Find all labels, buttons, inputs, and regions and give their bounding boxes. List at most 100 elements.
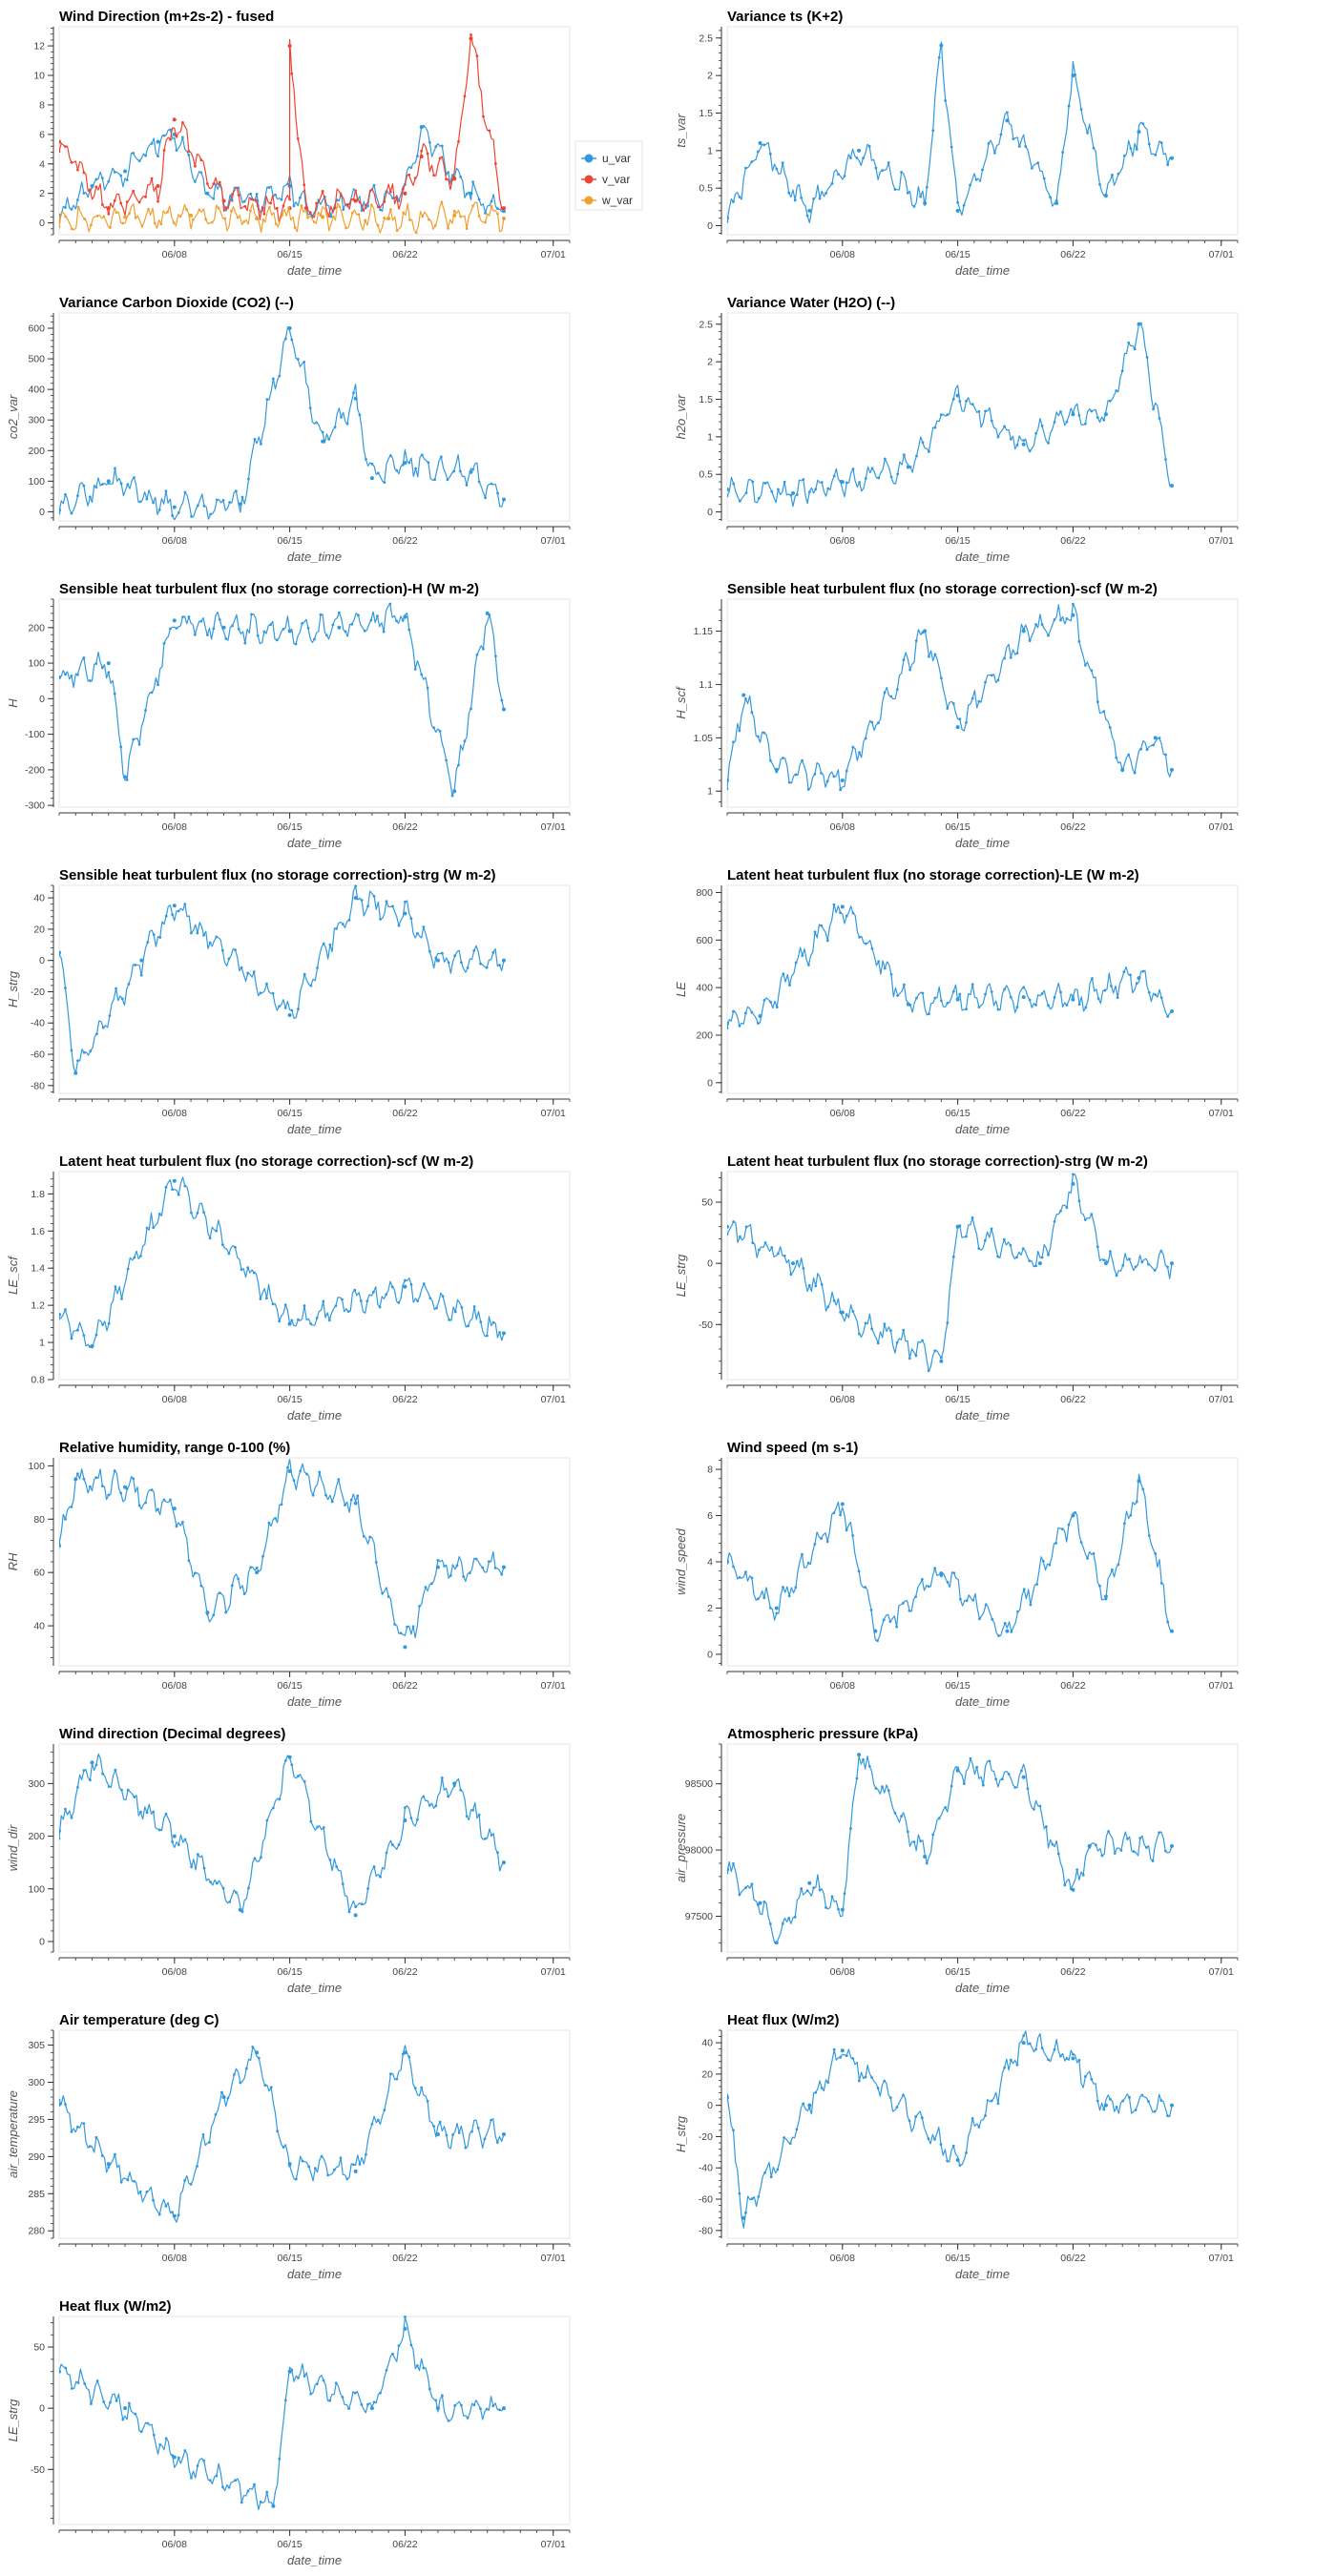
x-tick-label: 06/08 bbox=[162, 535, 187, 547]
y-tick-label: 0 bbox=[707, 507, 713, 518]
data-point bbox=[346, 1310, 350, 1314]
data-point bbox=[321, 439, 325, 444]
data-point bbox=[381, 1591, 385, 1595]
data-point bbox=[1083, 1218, 1087, 1221]
x-axis-label: date_time bbox=[955, 1981, 1010, 1995]
data-point bbox=[450, 794, 454, 798]
y-tick-label: -100 bbox=[25, 729, 45, 740]
data-point bbox=[774, 1941, 779, 1945]
data-point bbox=[751, 1241, 755, 1245]
data-point bbox=[435, 1565, 440, 1569]
data-point bbox=[1077, 1199, 1081, 1203]
data-point bbox=[146, 941, 150, 945]
data-point bbox=[434, 2399, 438, 2402]
data-point bbox=[157, 199, 159, 203]
data-point bbox=[459, 1788, 463, 1792]
data-point bbox=[88, 2145, 92, 2149]
data-point bbox=[469, 469, 473, 474]
data-point bbox=[501, 2132, 506, 2136]
data-point bbox=[287, 1321, 292, 1326]
data-point bbox=[984, 1603, 988, 1607]
data-point bbox=[255, 193, 259, 196]
x-axis-label: date_time bbox=[955, 1694, 1010, 1709]
data-point bbox=[923, 1855, 928, 1859]
chart-panel-15: Air temperature (deg C) 280 285 290 295 300 30… bbox=[0, 2004, 668, 2290]
data-point bbox=[889, 972, 893, 976]
data-point bbox=[965, 1235, 968, 1238]
data-point bbox=[855, 156, 859, 159]
data-point bbox=[459, 175, 463, 178]
data-point bbox=[1005, 111, 1009, 114]
data-point bbox=[1116, 996, 1119, 1000]
data-point bbox=[777, 1252, 780, 1256]
data-point bbox=[1145, 356, 1149, 359]
data-point bbox=[332, 2168, 336, 2171]
data-point bbox=[106, 661, 111, 666]
data-point bbox=[415, 931, 419, 935]
data-point bbox=[157, 508, 161, 511]
data-point bbox=[452, 469, 456, 473]
data-point bbox=[183, 1184, 187, 1188]
data-point bbox=[344, 630, 347, 634]
data-point bbox=[946, 1580, 950, 1584]
data-point bbox=[364, 218, 367, 222]
data-point bbox=[428, 1297, 432, 1300]
data-point bbox=[783, 2136, 785, 2139]
data-point bbox=[82, 484, 86, 488]
series-group bbox=[727, 1753, 1174, 1945]
data-point bbox=[419, 155, 424, 159]
y-axis-label: RH bbox=[6, 1552, 20, 1570]
data-point bbox=[369, 2406, 374, 2411]
data-point bbox=[171, 513, 174, 517]
data-point bbox=[183, 2449, 187, 2452]
data-point bbox=[70, 208, 73, 211]
data-point bbox=[987, 141, 991, 145]
data-point bbox=[440, 200, 444, 204]
x-tick-label: 06/22 bbox=[392, 1680, 417, 1692]
data-point bbox=[867, 145, 871, 148]
chart-title: Wind direction (Decimal degrees) bbox=[59, 1726, 285, 1742]
data-point bbox=[738, 729, 741, 733]
data-point bbox=[290, 1319, 294, 1322]
data-point bbox=[845, 769, 848, 773]
x-tick-label: 06/22 bbox=[1060, 2253, 1085, 2264]
data-point bbox=[221, 198, 226, 203]
data-point bbox=[100, 1485, 104, 1487]
data-point bbox=[228, 1900, 232, 1903]
data-point bbox=[262, 212, 266, 216]
data-point bbox=[1053, 1219, 1056, 1223]
data-point bbox=[452, 209, 456, 213]
data-point bbox=[732, 740, 735, 744]
data-point bbox=[769, 1000, 772, 1004]
data-point bbox=[208, 941, 212, 945]
data-point bbox=[493, 1566, 497, 1569]
data-point bbox=[106, 2162, 111, 2167]
data-point bbox=[787, 780, 791, 784]
y-tick-label: 290 bbox=[28, 2151, 45, 2163]
data-point bbox=[471, 1808, 475, 1812]
data-point bbox=[101, 1026, 105, 1029]
chart-panel-3: Variance Carbon Dioxide (CO2) (--) 0 100 20… bbox=[0, 286, 668, 572]
data-point bbox=[334, 2381, 338, 2385]
series-line bbox=[59, 326, 505, 521]
data-point bbox=[404, 2316, 407, 2318]
data-point bbox=[428, 1804, 431, 1807]
data-point bbox=[215, 498, 219, 502]
data-point bbox=[738, 2192, 741, 2195]
data-point bbox=[271, 377, 275, 381]
series-line bbox=[59, 885, 505, 1074]
series-group bbox=[59, 1459, 506, 1650]
x-tick-label: 06/15 bbox=[277, 1108, 302, 1119]
y-axis-label: air_pressure bbox=[674, 1814, 688, 1882]
data-point bbox=[321, 189, 324, 193]
data-point bbox=[138, 2190, 142, 2193]
data-point bbox=[132, 189, 136, 193]
plot-area bbox=[726, 26, 1239, 236]
data-point bbox=[920, 2116, 924, 2120]
data-point bbox=[1015, 1256, 1018, 1259]
data-point bbox=[147, 207, 150, 211]
data-point bbox=[76, 1472, 79, 1475]
x-tick-label: 07/01 bbox=[1209, 535, 1234, 547]
data-point bbox=[750, 1576, 754, 1580]
data-point bbox=[385, 900, 388, 904]
